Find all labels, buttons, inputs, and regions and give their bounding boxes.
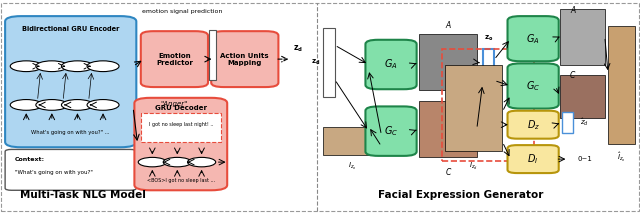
Text: "Anger": "Anger" xyxy=(161,101,188,107)
FancyBboxPatch shape xyxy=(508,63,559,109)
Text: "What's going on with you?": "What's going on with you?" xyxy=(15,170,93,175)
FancyBboxPatch shape xyxy=(5,16,136,147)
Text: $\hat{I}_{z_o}$: $\hat{I}_{z_o}$ xyxy=(617,150,626,164)
Text: $\mathbf{z_o}$: $\mathbf{z_o}$ xyxy=(484,34,493,43)
Text: $I_{z_d}$: $I_{z_d}$ xyxy=(469,161,478,172)
FancyBboxPatch shape xyxy=(508,145,559,173)
Text: What's going on with you?" ...: What's going on with you?" ... xyxy=(31,131,110,135)
FancyBboxPatch shape xyxy=(508,16,559,61)
FancyBboxPatch shape xyxy=(134,98,227,190)
Bar xyxy=(445,64,502,150)
Bar xyxy=(419,101,477,157)
Circle shape xyxy=(61,61,93,72)
Circle shape xyxy=(61,100,93,110)
Text: $G_A$: $G_A$ xyxy=(384,58,398,71)
Bar xyxy=(608,26,635,144)
Circle shape xyxy=(87,61,119,72)
Bar xyxy=(562,112,573,133)
Text: Bidirectional GRU Encoder: Bidirectional GRU Encoder xyxy=(22,26,120,32)
Text: C: C xyxy=(445,168,451,177)
FancyBboxPatch shape xyxy=(508,111,559,139)
FancyBboxPatch shape xyxy=(5,149,136,190)
Text: $G_C$: $G_C$ xyxy=(526,79,540,93)
Circle shape xyxy=(10,100,42,110)
Bar xyxy=(560,75,605,118)
Bar xyxy=(141,113,221,142)
Text: I got no sleep last night! ..: I got no sleep last night! .. xyxy=(148,122,213,127)
Circle shape xyxy=(36,100,68,110)
Bar xyxy=(323,28,335,97)
Text: Emotion
Predictor: Emotion Predictor xyxy=(156,53,193,66)
Bar xyxy=(442,49,534,161)
Bar xyxy=(323,127,381,155)
Bar xyxy=(560,9,605,64)
Bar xyxy=(209,30,216,80)
Text: Context:: Context: xyxy=(15,157,45,162)
Circle shape xyxy=(188,157,216,167)
FancyBboxPatch shape xyxy=(365,40,417,89)
Circle shape xyxy=(87,100,119,110)
Text: $G_A$: $G_A$ xyxy=(526,32,540,46)
FancyBboxPatch shape xyxy=(141,31,208,87)
Text: A: A xyxy=(570,6,575,15)
Text: Facial Expression Generator: Facial Expression Generator xyxy=(378,190,543,200)
Text: $\hat{z}_d$: $\hat{z}_d$ xyxy=(580,117,589,128)
Text: GRU Decoder: GRU Decoder xyxy=(155,105,207,111)
Circle shape xyxy=(163,157,191,167)
Text: $\mathbf{z_d}$: $\mathbf{z_d}$ xyxy=(311,58,320,67)
Bar xyxy=(419,34,477,90)
Text: 0~1: 0~1 xyxy=(578,156,593,162)
Text: Action Units
Mapping: Action Units Mapping xyxy=(221,53,269,66)
Text: C: C xyxy=(570,71,575,80)
FancyBboxPatch shape xyxy=(365,106,417,156)
Text: A: A xyxy=(445,21,451,30)
Text: $I_{z_o}$: $I_{z_o}$ xyxy=(348,161,356,172)
Circle shape xyxy=(36,61,68,72)
Text: Multi-Task NLG Model: Multi-Task NLG Model xyxy=(20,190,146,200)
Text: emotion signal prediction: emotion signal prediction xyxy=(142,9,223,14)
Circle shape xyxy=(10,61,42,72)
FancyBboxPatch shape xyxy=(211,31,278,87)
Bar xyxy=(483,49,494,118)
Text: $D_I$: $D_I$ xyxy=(527,152,539,166)
Circle shape xyxy=(138,157,166,167)
Text: $D_z$: $D_z$ xyxy=(527,118,540,132)
Text: $G_C$: $G_C$ xyxy=(384,124,398,138)
Text: <BOS>I got no sleep last ...: <BOS>I got no sleep last ... xyxy=(147,178,215,183)
Text: $\mathbf{z_d}$: $\mathbf{z_d}$ xyxy=(293,43,303,54)
